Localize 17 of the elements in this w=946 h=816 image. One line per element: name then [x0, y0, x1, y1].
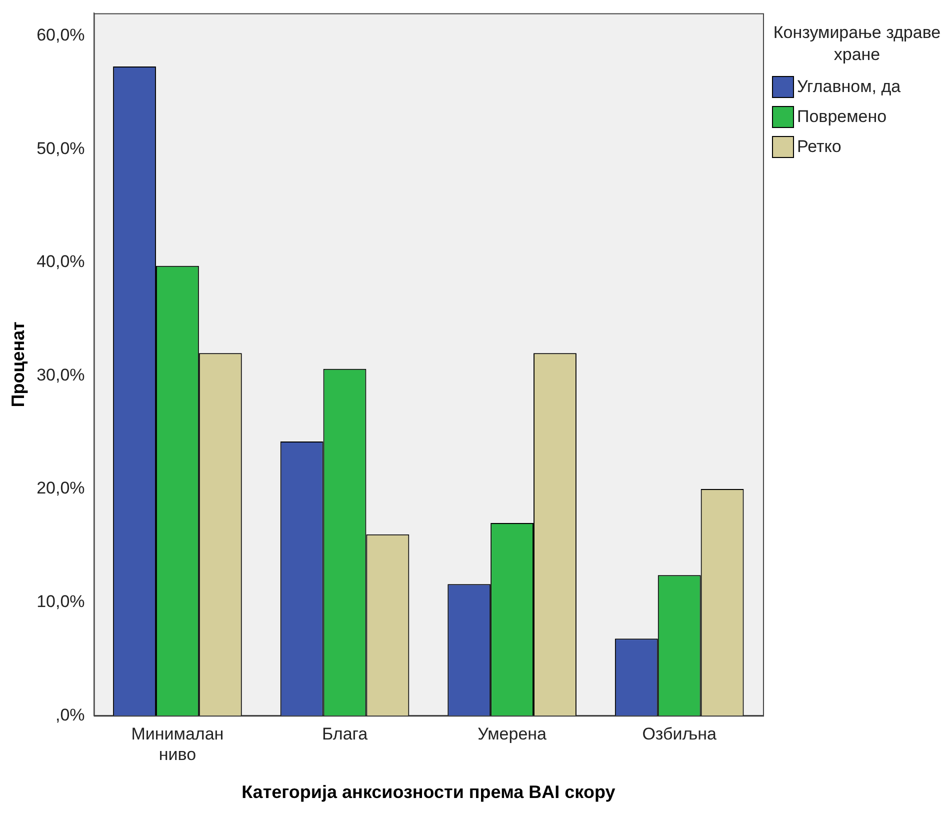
- y-tick-label: 10,0%: [36, 592, 85, 611]
- x-tick-label: Минималан ниво: [131, 724, 224, 764]
- y-tick-label: ,0%: [56, 705, 85, 724]
- y-axis-title: Проценат: [8, 321, 28, 408]
- legend-label: Повремено: [797, 107, 887, 127]
- x-tick-label: Умерена: [478, 724, 548, 744]
- y-tick-label: 60,0%: [36, 26, 85, 45]
- y-tick-label: 50,0%: [36, 138, 85, 158]
- y-tick-label: 40,0%: [36, 252, 85, 272]
- legend-label: Углавном, да: [797, 77, 901, 97]
- x-axis-title: Категорија анксиозности према BAI скору: [242, 782, 616, 802]
- y-tick-label: 20,0%: [36, 478, 85, 498]
- legend-label: Ретко: [797, 137, 842, 157]
- y-tick-label: 30,0%: [36, 365, 85, 384]
- legend-title: Конзумирање здраве хране: [772, 22, 942, 66]
- x-tick-label: Озбиљна: [642, 724, 718, 744]
- x-tick-label: Блага: [322, 724, 368, 744]
